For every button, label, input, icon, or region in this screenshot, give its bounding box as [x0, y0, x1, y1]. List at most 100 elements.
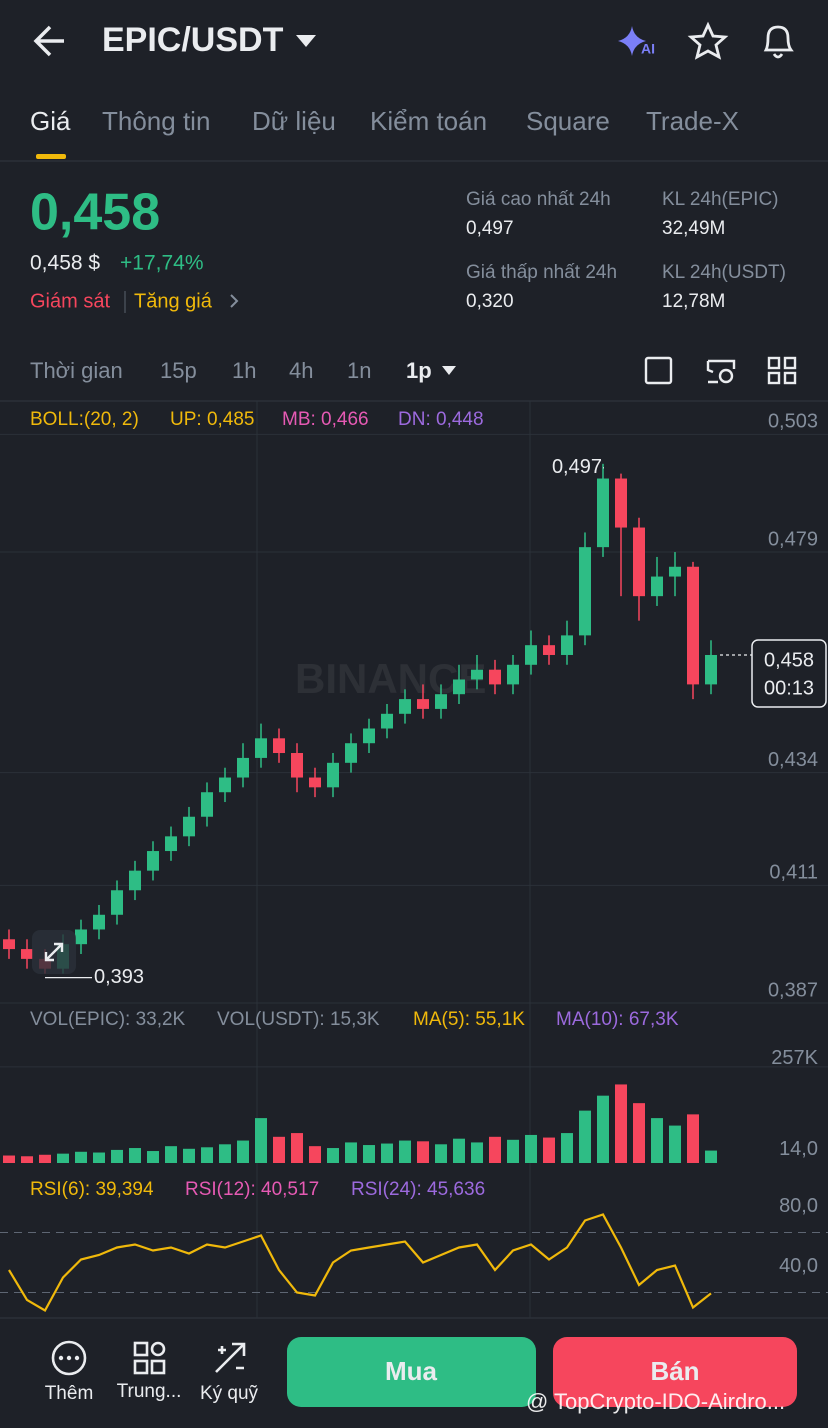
action-label[interactable]: Thêm	[45, 1383, 94, 1404]
pair-title[interactable]: EPIC/USDT	[102, 21, 284, 59]
volume-bar	[651, 1118, 663, 1163]
tab[interactable]: Dữ liệu	[252, 106, 336, 136]
more-icon[interactable]	[51, 1340, 87, 1376]
candle-body	[417, 699, 429, 709]
candle-body	[291, 753, 303, 778]
interval[interactable]: Thời gian	[30, 358, 123, 383]
change-percent: +17,74%	[120, 252, 204, 275]
interval[interactable]: 1n	[347, 358, 371, 383]
candle-body	[237, 757, 249, 778]
volume-bar	[453, 1138, 465, 1163]
volume-bar	[255, 1118, 267, 1163]
tab[interactable]: Kiểm toán	[370, 106, 487, 136]
indicator-legend: VOL(USDT): 15,3K	[217, 1009, 380, 1030]
candle-body	[615, 478, 627, 528]
candle-body	[687, 566, 699, 685]
volume-bar	[543, 1137, 555, 1163]
svg-text:AI: AI	[641, 41, 655, 57]
sell-label[interactable]: Bán	[650, 1356, 699, 1386]
candle-body	[381, 713, 393, 729]
trade-icon[interactable]	[133, 1341, 166, 1375]
chart-settings-gear[interactable]	[718, 368, 734, 384]
candle-body	[3, 939, 15, 950]
alert-button[interactable]	[763, 25, 794, 59]
watermark: BINANCE	[295, 655, 486, 702]
candle-body	[507, 664, 519, 685]
low-label: 0,393	[94, 966, 144, 988]
candle-body	[93, 914, 105, 930]
volume-bar	[399, 1140, 411, 1163]
action-label[interactable]: Ký quỹ	[200, 1383, 259, 1404]
candle-body	[309, 777, 321, 788]
candle-body	[147, 851, 159, 871]
back-button[interactable]	[33, 25, 64, 57]
pair-dropdown[interactable]	[296, 35, 316, 47]
y-tick-label: 0,434	[768, 749, 818, 771]
candle-body	[111, 890, 123, 915]
watermark: @ TopCrypto-IDO-Airdro...	[526, 1389, 785, 1414]
candle-body	[579, 547, 591, 636]
buy-button[interactable]	[287, 1337, 536, 1407]
tab[interactable]: Thông tin	[102, 106, 210, 136]
y-tick-label: 80,0	[779, 1195, 818, 1217]
volume-bar	[183, 1148, 195, 1163]
volume-bar	[75, 1151, 87, 1163]
tag[interactable]: Giám sát	[30, 290, 110, 312]
interval[interactable]: 1p	[406, 358, 432, 383]
candle-body	[453, 679, 465, 695]
candle-body	[75, 929, 87, 945]
candle-body	[363, 728, 375, 744]
countdown: 00:13	[764, 677, 814, 699]
fullscreen-button[interactable]	[32, 930, 76, 974]
usd-price: 0,458 $	[30, 252, 100, 275]
volume-bar	[633, 1103, 645, 1163]
high-label: 0,497	[552, 456, 602, 478]
chart-settings[interactable]	[706, 359, 736, 384]
candle-body	[525, 645, 537, 665]
volume-bar	[39, 1154, 51, 1163]
volume-bar	[561, 1133, 573, 1163]
buy-label[interactable]: Mua	[385, 1356, 438, 1386]
margin-icon[interactable]	[215, 1342, 246, 1373]
volume-bar	[219, 1144, 231, 1163]
candle-body	[255, 738, 267, 758]
volume-bar	[147, 1151, 159, 1163]
candle-body	[219, 777, 231, 793]
volume-bar	[687, 1114, 699, 1163]
candle-body	[651, 576, 663, 597]
candle-body	[327, 762, 339, 788]
chevron[interactable]	[230, 294, 239, 308]
volume-bar	[345, 1142, 357, 1163]
layout-button[interactable]	[767, 356, 797, 385]
chart-tool[interactable]	[644, 356, 673, 385]
tab[interactable]: Giá	[30, 106, 71, 136]
candle-body	[597, 478, 609, 548]
volume-bar	[471, 1142, 483, 1163]
volume-bar	[507, 1139, 519, 1163]
volume-bar	[165, 1146, 177, 1163]
favorite-button[interactable]	[687, 21, 729, 60]
volume-bar	[93, 1152, 105, 1163]
volume-bar	[3, 1155, 15, 1163]
candle-body	[21, 949, 33, 959]
tab[interactable]: Square	[526, 106, 610, 136]
ai-button[interactable]: AI	[618, 26, 655, 57]
volume-bar	[129, 1148, 141, 1163]
interval-dropdown[interactable]	[442, 366, 456, 375]
sell-button[interactable]	[553, 1337, 797, 1407]
stat-label: Giá thấp nhất 24h	[466, 262, 617, 283]
stat-label: KL 24h(EPIC)	[662, 189, 779, 210]
volume-bar	[525, 1134, 537, 1163]
action-label[interactable]: Trung...	[117, 1381, 182, 1402]
candle-body	[705, 654, 717, 685]
candle-body	[489, 669, 501, 685]
tag[interactable]: Tăng giá	[134, 290, 213, 312]
volume-bar	[489, 1136, 501, 1163]
volume-bar	[57, 1153, 69, 1163]
interval[interactable]: 1h	[232, 358, 256, 383]
tab[interactable]: Trade-X	[646, 106, 739, 136]
volume-bar	[705, 1150, 717, 1163]
y-tick-label: 40,0	[779, 1255, 818, 1277]
interval[interactable]: 15p	[160, 358, 197, 383]
interval[interactable]: 4h	[289, 358, 313, 383]
